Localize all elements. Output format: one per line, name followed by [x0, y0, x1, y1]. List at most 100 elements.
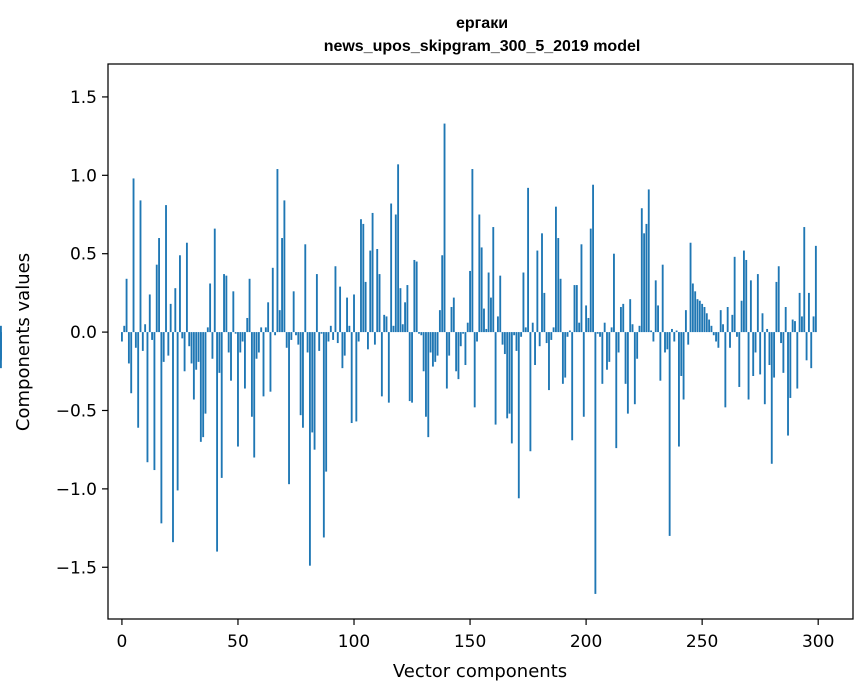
bar-component-167	[508, 332, 511, 414]
bar-component-120	[399, 288, 402, 333]
bar-component-240	[678, 332, 680, 447]
bar-component-147	[462, 332, 465, 334]
bar-component-25	[179, 255, 181, 333]
bar-component-112	[380, 332, 383, 397]
bar-component-244	[687, 332, 690, 345]
bar-component-74	[292, 291, 295, 333]
bar-component-57	[253, 332, 256, 458]
bar-component-116	[390, 203, 393, 333]
bar-component-146	[459, 332, 462, 347]
bar-component-71	[285, 332, 288, 348]
bar-component-29	[188, 332, 191, 347]
bar-component-18	[162, 332, 165, 362]
bar-component-159	[490, 297, 492, 333]
bar-component-174	[524, 327, 527, 333]
bar-component-47	[230, 332, 232, 381]
bar-component-128	[418, 332, 420, 334]
bar-component-270	[747, 332, 750, 400]
bar-component-130	[422, 332, 425, 372]
bar-component-185	[550, 332, 553, 340]
bar-component-17	[160, 332, 163, 524]
bar-component-6	[134, 332, 137, 348]
bar-component-226	[645, 223, 648, 333]
bar-component-253	[708, 319, 711, 333]
bar-component-272	[752, 332, 755, 376]
bar-component-200	[585, 305, 588, 333]
bar-component-63	[267, 302, 270, 333]
bar-component-165	[503, 332, 506, 355]
bar-component-103	[360, 219, 362, 333]
chart-subtitle: news_upos_skipgram_300_5_2019 model	[324, 38, 641, 55]
bar-component-295	[805, 332, 808, 361]
bar-component-121	[401, 324, 404, 333]
bar-component-114	[385, 316, 388, 333]
y-tick-label-2: −0.5	[56, 401, 97, 421]
bar-component-245	[689, 242, 692, 333]
bar-component-289	[791, 319, 794, 333]
bar-component-39	[211, 332, 214, 359]
bar-component-235	[666, 332, 669, 350]
bar-component-67	[276, 169, 279, 333]
bar-component-161	[494, 332, 497, 425]
bar-component-37	[206, 327, 209, 333]
bar-component-208	[603, 322, 606, 333]
chart-title: ергаки	[456, 15, 508, 32]
bar-component-58	[255, 332, 258, 359]
x-tick-label-100: 100	[338, 632, 370, 652]
bar-component-148	[464, 332, 467, 366]
bar-component-85	[318, 332, 321, 351]
bar-component-65	[271, 267, 274, 333]
bar-component-15	[155, 264, 158, 333]
bar-component-162	[496, 316, 499, 333]
bar-component-2	[125, 278, 128, 333]
bar-component-137	[438, 310, 441, 333]
bar-component-5	[132, 178, 135, 333]
bar-component-52	[241, 332, 244, 342]
bar-component-22	[172, 332, 174, 543]
bar-component-108	[371, 212, 374, 333]
bar-component-234	[664, 332, 666, 353]
bar-component-223	[638, 325, 641, 333]
bar-component-138	[441, 255, 444, 333]
bar-component-195	[573, 285, 576, 333]
bar-component-222	[636, 332, 639, 359]
bar-component-50	[237, 332, 239, 447]
bar-component-105	[364, 281, 367, 333]
bar-component-153	[476, 332, 478, 342]
bar-component-80	[306, 332, 309, 353]
bar-component-216	[622, 303, 625, 333]
bar-component-187	[555, 206, 557, 333]
bar-component-83	[313, 332, 316, 450]
bar-component-172	[520, 332, 523, 337]
bar-component-23	[174, 288, 177, 333]
bar-component-133	[429, 332, 432, 353]
bar-component-101	[355, 332, 358, 422]
bar-component-49	[234, 332, 237, 334]
bar-component-263	[731, 314, 734, 333]
bar-component-106	[367, 332, 369, 350]
bar-component-123	[406, 285, 409, 333]
bar-component-undefined	[0, 325, 2, 333]
bar-component-176	[529, 332, 532, 452]
bar-component-115	[387, 332, 390, 403]
bar-component-70	[283, 200, 286, 333]
bar-component-218	[626, 332, 629, 414]
bar-component-14	[153, 332, 156, 471]
bar-component-30	[190, 332, 193, 364]
bar-component-68	[278, 310, 281, 333]
bar-component-145	[457, 332, 460, 380]
bar-component-261	[726, 307, 729, 333]
bar-component-76	[297, 332, 300, 345]
bar-component-24	[176, 332, 179, 491]
bar-component-212	[613, 253, 615, 333]
bar-component-93	[336, 332, 339, 344]
bar-component-111	[378, 274, 381, 333]
bar-component-278	[766, 328, 769, 333]
bar-component-61	[262, 332, 265, 397]
bar-component-169	[513, 332, 516, 336]
x-axis-ticks: 0 50 100 150 200 250 300	[117, 619, 834, 652]
bar-component-217	[624, 332, 627, 384]
bar-component-219	[629, 299, 632, 333]
bar-component-246	[691, 283, 694, 333]
bar-component-132	[427, 332, 430, 438]
